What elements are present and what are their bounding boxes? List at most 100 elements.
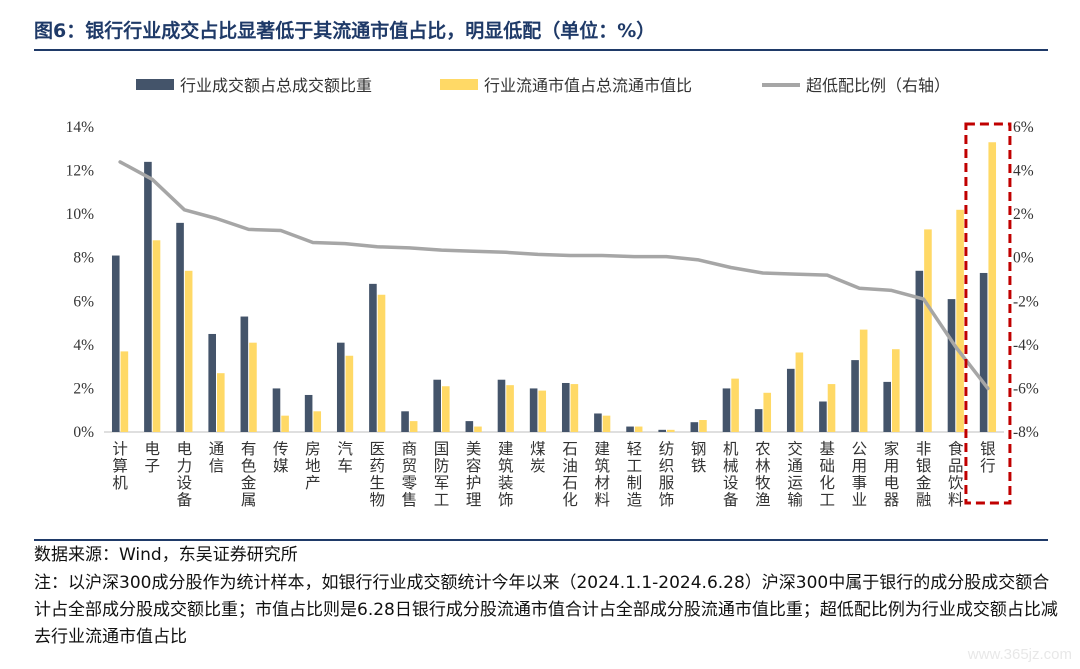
bar-turnover	[979, 272, 988, 432]
y-right-tick-label: -4%	[1013, 337, 1039, 354]
bar-mktcap	[602, 415, 611, 432]
x-tick-label: 传媒	[273, 440, 289, 475]
bars	[111, 142, 997, 432]
x-tick-label: 食品饮料	[948, 440, 964, 509]
bar-mktcap	[249, 342, 257, 432]
bar-turnover	[819, 401, 827, 432]
y-right-tick-label: 6%	[1013, 119, 1034, 136]
line-series	[118, 160, 990, 391]
bar-turnover	[465, 421, 474, 432]
bar-turnover	[851, 360, 859, 432]
y-right-tick-label: 0%	[1013, 250, 1034, 267]
x-tick-label: 石油石化	[562, 440, 578, 509]
x-tick-label: 有色金属	[241, 440, 257, 509]
bar-mktcap	[217, 373, 225, 432]
bar-mktcap	[634, 426, 643, 432]
bar-turnover	[561, 382, 570, 432]
bar-turnover	[786, 368, 795, 432]
x-tick-label: 轻工制造	[627, 440, 643, 509]
x-tick-label: 国防军工	[434, 440, 450, 509]
bar-mktcap	[409, 421, 418, 432]
bar-turnover	[529, 388, 538, 432]
bar-turnover	[369, 283, 377, 432]
bar-turnover	[144, 161, 152, 432]
bar-mktcap	[281, 415, 289, 432]
x-tick-labels: 计算机电子电力设备通信有色金属传媒房地产汽车医药生物商贸零售国防军工美容护理建筑…	[112, 440, 996, 509]
x-tick-label: 电子	[144, 440, 160, 475]
y-left-tick-label: 14%	[66, 119, 95, 136]
legend: 行业成交额占总成交额比重 行业流通市值占总流通市值比 超低配比例（右轴）	[136, 76, 950, 95]
bar-mktcap	[859, 329, 868, 432]
axes: 0% 2% 4% 6% 8% 10% 12% 14% -8% -6% -4% -2% 0% 2% 4% 6%	[66, 119, 1039, 441]
x-tick-label: 家用电器	[884, 440, 900, 509]
title-rule	[34, 49, 1048, 51]
bar-mktcap	[667, 429, 675, 432]
bar-turnover	[947, 299, 956, 432]
legend-label: 行业流通市值占总流通市值比	[484, 76, 692, 95]
bar-mktcap	[988, 142, 997, 432]
bottom-rule	[34, 539, 1048, 541]
bar-mktcap	[699, 420, 707, 432]
bar-turnover	[754, 409, 763, 432]
bar-mktcap	[570, 384, 579, 432]
bar-mktcap	[731, 378, 739, 432]
y-right-tick-label: 4%	[1013, 163, 1034, 180]
x-tick-label: 纺织服饰	[659, 440, 675, 509]
bar-mktcap	[538, 390, 547, 432]
x-tick-label: 基础化工	[819, 440, 835, 509]
bar-mktcap	[795, 352, 804, 432]
chart: 行业成交额占总成交额比重 行业流通市值占总流通市值比 超低配比例（右轴） 0% 2% 4…	[66, 76, 1039, 509]
bar-mktcap	[345, 355, 354, 432]
x-tick-label: 医药生物	[369, 440, 385, 509]
x-tick-label: 钢铁	[691, 440, 707, 475]
y-left-tick-label: 8%	[73, 250, 94, 267]
bar-turnover	[401, 411, 409, 432]
bar-turnover	[497, 379, 506, 432]
bar-mktcap	[827, 384, 836, 432]
x-tick-label: 交通运输	[787, 440, 803, 509]
y-left-tick-label: 10%	[66, 206, 95, 223]
bar-turnover	[883, 381, 891, 432]
bar-turnover	[594, 413, 602, 432]
highlight	[964, 122, 1012, 505]
x-tick-label: 银行	[980, 440, 996, 475]
bar-mktcap	[120, 351, 129, 432]
bar-turnover	[272, 388, 281, 432]
watermark: www.365jz.com	[967, 646, 1072, 663]
x-tick-label: 机械设备	[723, 440, 739, 509]
bar-turnover	[336, 342, 345, 432]
bar-mktcap	[313, 411, 322, 432]
x-tick-label: 房地产	[305, 440, 321, 492]
footnote: 注：以沪深300成分股作为统计样本，如银行行业成交额统计今年以来（2024.1.…	[34, 573, 1058, 647]
bar-mktcap	[442, 386, 450, 432]
x-tick-label: 煤炭	[530, 440, 546, 475]
y-right-tick-label: -8%	[1013, 424, 1039, 441]
bar-mktcap	[506, 385, 514, 432]
bar-mktcap	[377, 294, 386, 432]
y-right-tick-label: -6%	[1013, 380, 1039, 397]
bar-mktcap	[763, 392, 772, 432]
bar-turnover	[626, 426, 634, 432]
x-tick-label: 商贸零售	[402, 440, 418, 509]
bar-mktcap	[184, 270, 193, 432]
bar-turnover	[208, 333, 216, 432]
x-tick-label: 公用事业	[852, 440, 868, 509]
bar-turnover	[915, 270, 924, 432]
x-tick-label: 计算机	[112, 440, 128, 492]
legend-label: 行业成交额占总成交额比重	[180, 76, 372, 95]
y-left-tick-label: 0%	[73, 424, 94, 441]
bar-turnover	[176, 222, 184, 432]
y-right-tick-label: -2%	[1013, 293, 1039, 310]
highlight-box	[964, 122, 1012, 505]
legend-swatch	[440, 79, 478, 90]
bar-mktcap	[924, 229, 932, 432]
bar-turnover	[304, 394, 313, 432]
x-tick-label: 汽车	[337, 440, 353, 475]
x-tick-label: 美容护理	[466, 440, 482, 509]
source-note: 数据来源：Wind，东吴证券研究所	[34, 545, 298, 565]
bar-mktcap	[474, 426, 482, 432]
y-left-tick-label: 6%	[73, 293, 94, 310]
bar-turnover	[111, 255, 120, 432]
x-tick-label: 农林牧渔	[755, 440, 771, 509]
x-tick-label: 建筑材料	[594, 440, 610, 509]
